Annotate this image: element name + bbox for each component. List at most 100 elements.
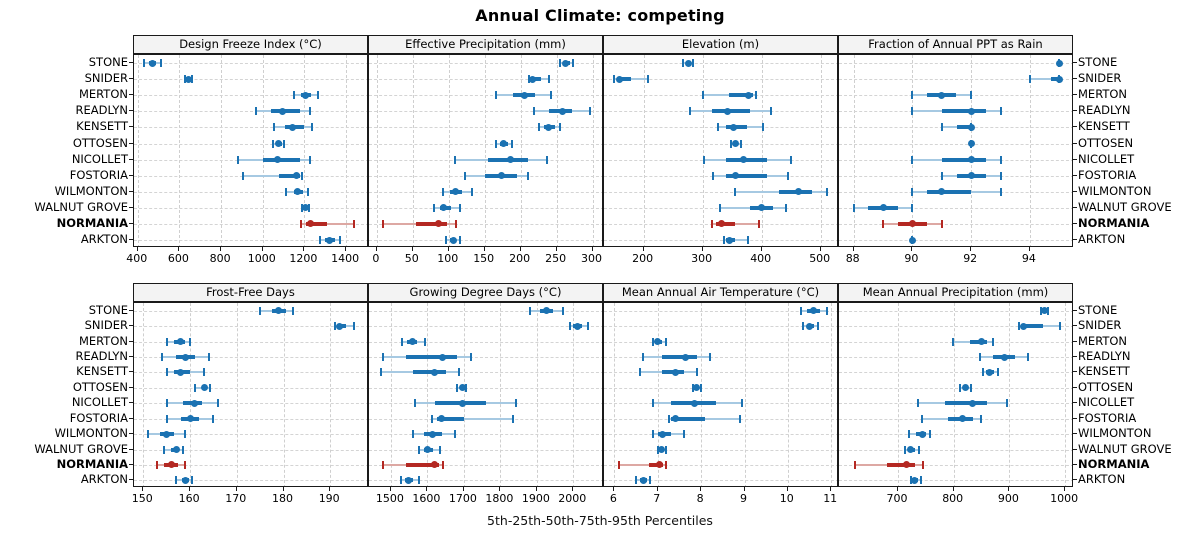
whisker-cap-high	[309, 107, 311, 116]
site-label-left-normania: NORMANIA	[56, 456, 128, 471]
x-axis-tick	[911, 247, 913, 251]
h-gridline	[604, 310, 837, 312]
chart-title: Annual Climate: competing	[475, 6, 725, 25]
median-dot	[302, 91, 310, 99]
whisker-cap-low	[400, 337, 403, 346]
whisker-cap-high	[999, 107, 1002, 116]
whisker-cap-low	[981, 368, 984, 377]
median-dot	[640, 476, 648, 484]
whisker-range-line	[301, 222, 354, 225]
x-axis-tick-label: 600	[167, 252, 189, 265]
x-axis-tick	[743, 487, 745, 491]
x-axis-tick	[345, 247, 347, 251]
site-label-left-kensett: KENSETT	[76, 119, 128, 134]
median-dot	[902, 461, 910, 469]
h-gridline	[604, 326, 837, 328]
site-label-left-snider: SNIDER	[84, 71, 128, 86]
h-gridline	[604, 434, 837, 435]
median-dot	[292, 172, 300, 180]
median-dot	[693, 384, 701, 392]
whisker-cap-high	[587, 322, 590, 331]
v-gridline	[912, 55, 914, 246]
h-gridline	[134, 403, 367, 405]
h-gridline	[839, 79, 1072, 81]
median-dot	[616, 75, 624, 83]
whisker-cap-high	[300, 171, 303, 180]
v-gridline	[448, 55, 450, 246]
whisker-range-line	[243, 174, 302, 177]
iqr-bar	[436, 416, 464, 421]
whisker-range-line	[1029, 78, 1060, 81]
whisker-cap-low	[652, 399, 655, 408]
whisker-range-line	[618, 463, 667, 466]
whisker-cap-low	[1028, 75, 1031, 84]
x-axis-tick	[261, 247, 263, 251]
x-axis-tick	[786, 487, 788, 491]
x-axis-tick	[499, 487, 501, 491]
median-dot	[879, 204, 887, 212]
whisker-cap-high	[785, 203, 788, 212]
y-axis-tick-left	[129, 62, 133, 63]
x-axis-tick	[329, 487, 331, 491]
x-axis-tick-label: 2000	[558, 492, 587, 505]
x-axis-tick-label: 190	[318, 492, 340, 505]
whisker-cap-low	[652, 337, 655, 346]
h-gridline	[369, 223, 602, 225]
whisker-cap-high	[306, 187, 309, 196]
v-gridline	[427, 303, 429, 486]
median-dot	[682, 353, 690, 361]
whisker-cap-low	[613, 75, 615, 84]
y-axis-tick-right	[1073, 371, 1077, 373]
iqr-bar	[405, 355, 457, 359]
h-gridline	[839, 326, 1072, 328]
site-label-right-arkton: ARKTON	[1078, 232, 1126, 246]
site-label-left-walnut-grove: WALNUT GROVE	[34, 199, 128, 214]
x-axis-tick	[1008, 487, 1010, 491]
site-label-right-nicollet: NICOLLET	[1078, 151, 1135, 166]
site-label-right-fostoria: FOSTORIA	[1078, 167, 1137, 182]
whisker-cap-high	[755, 91, 758, 100]
median-dot	[1019, 322, 1027, 330]
site-label-right-readlyn: READLYN	[1078, 103, 1131, 118]
site-label-right-ottosen: OTTOSEN	[1078, 135, 1134, 150]
x-axis-tick-label: 11	[823, 492, 838, 505]
percentiles-caption: 5th-25th-50th-75th-95th Percentiles	[487, 513, 713, 528]
site-label-left-readlyn: READLYN	[75, 103, 129, 118]
whisker-cap-high	[212, 414, 215, 423]
h-gridline	[839, 480, 1072, 482]
y-axis-tick-left	[129, 371, 133, 373]
h-gridline	[604, 449, 837, 451]
whisker-cap-high	[423, 337, 426, 346]
median-dot	[1055, 75, 1063, 83]
whisker-cap-low	[729, 139, 732, 148]
site-label-right-normania: NORMANIA	[1078, 215, 1150, 230]
whisker-cap-low	[710, 219, 713, 228]
median-dot	[732, 172, 740, 180]
whisker-cap-low	[617, 460, 620, 469]
whisker-cap-low	[1039, 306, 1042, 315]
whisker-cap-high	[547, 75, 550, 84]
x-axis-tick-label: 150	[473, 252, 495, 265]
median-dot	[1041, 307, 1048, 315]
v-gridline	[179, 55, 181, 246]
whisker-cap-low	[495, 91, 498, 100]
median-dot	[959, 415, 967, 423]
site-label-left-wilmonton: WILMONTON	[54, 183, 128, 198]
whisker-cap-high	[184, 430, 187, 438]
y-axis-tick-right	[1073, 340, 1077, 342]
site-label-left-arkton: ARKTON	[80, 472, 128, 487]
whisker-cap-high	[922, 460, 925, 469]
median-dot	[167, 461, 175, 469]
h-gridline	[134, 63, 367, 64]
x-axis-tick-label: 500	[809, 252, 831, 265]
whisker-cap-high	[309, 155, 311, 164]
panel-plot-effective-precipitation-mm	[368, 54, 603, 247]
v-gridline	[761, 55, 763, 246]
site-label-left-merton: MERTON	[78, 333, 128, 348]
v-gridline	[262, 55, 264, 246]
whisker-cap-high	[209, 383, 212, 392]
median-dot	[657, 446, 665, 453]
median-dot	[967, 172, 975, 180]
median-dot	[967, 156, 975, 163]
site-label-right-wilmonton: WILMONTON	[1078, 426, 1152, 440]
